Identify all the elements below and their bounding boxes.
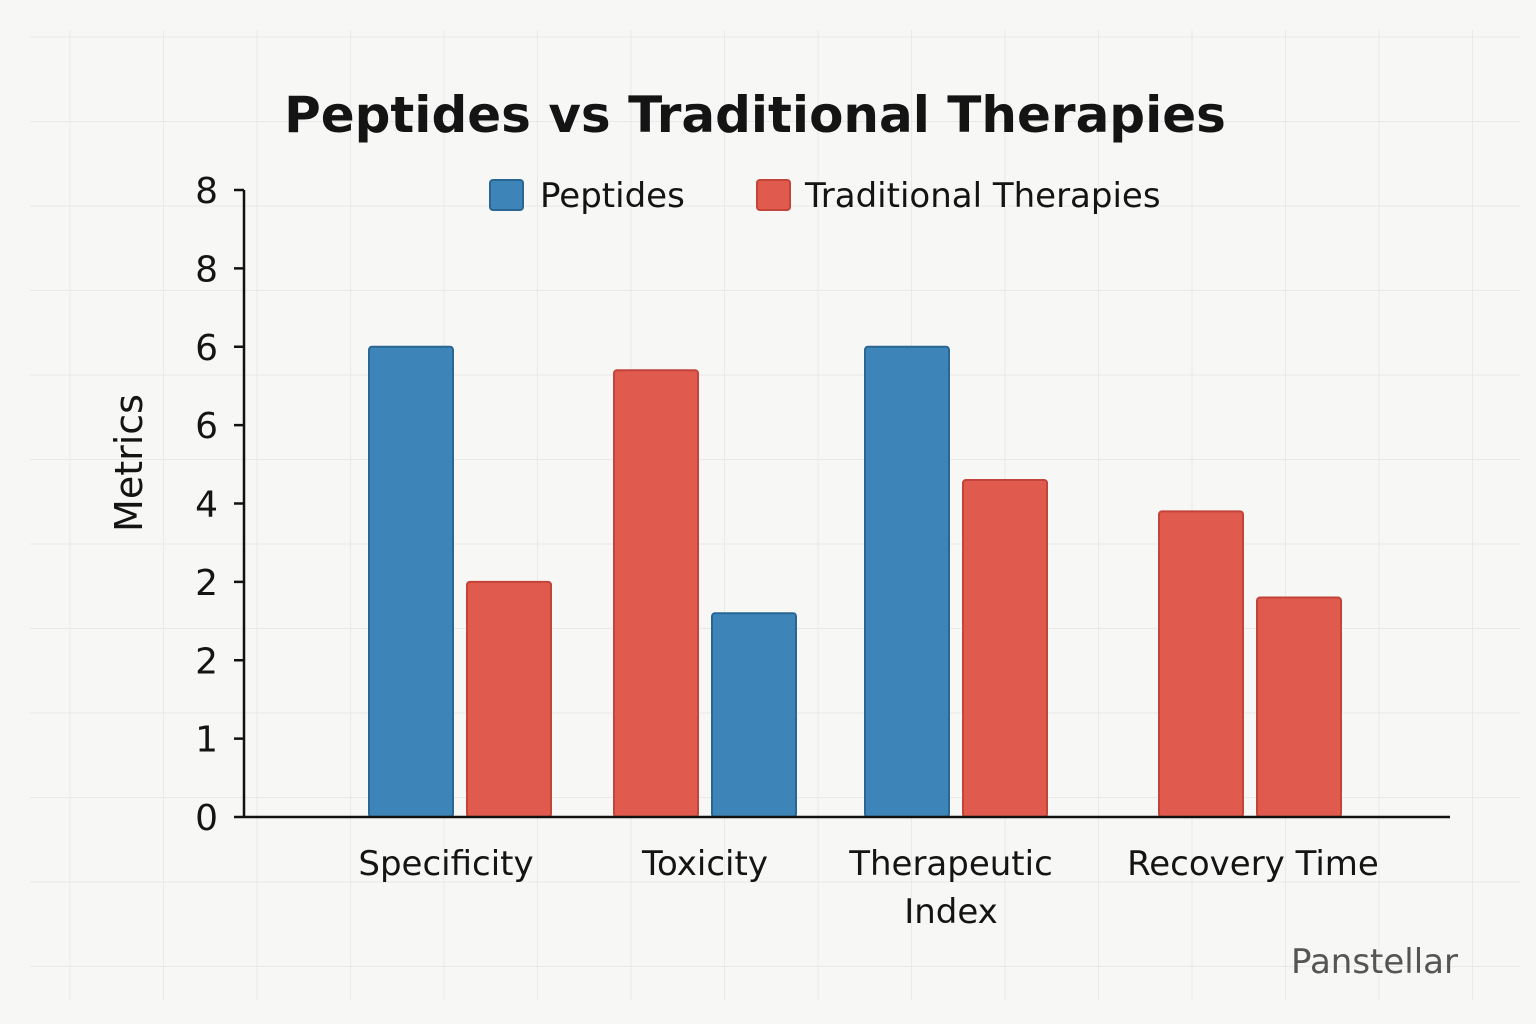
x-axis-ticks: Specificity Toxicity Therapeutic Index Recov… <box>358 844 1378 932</box>
chart-title: Peptides vs Traditional Therapies <box>284 86 1226 144</box>
bar-therapeutic-index-peptides <box>864 345 950 818</box>
bar-toxicity-peptides <box>711 612 797 818</box>
y-axis-label: Metrics <box>107 394 151 532</box>
x-tick-label-therapeutic-index: Therapeutic Index <box>848 844 1053 932</box>
legend: Peptides Traditional Therapies <box>489 176 1161 216</box>
y-tick-label: 6 <box>195 328 218 369</box>
y-tick-label: 0 <box>195 798 218 839</box>
legend-label-peptides: Peptides <box>540 176 685 216</box>
y-tick-label: 2 <box>195 641 218 682</box>
x-tick-label-specificity: Specificity <box>358 844 533 884</box>
bar-recovery-time-traditional-therapies <box>1158 510 1244 818</box>
y-axis-ticks: 0 1 2 2 4 6 6 8 8 <box>195 171 244 839</box>
y-tick-label: 1 <box>195 720 218 761</box>
bar-toxicity-traditional-therapies <box>613 369 699 818</box>
y-tick-label: 2 <box>195 563 218 604</box>
legend-label-traditional-therapies: Traditional Therapies <box>804 176 1161 216</box>
y-tick-label: 4 <box>195 485 218 526</box>
bar-therapeutic-index-traditional-therapies <box>962 478 1048 818</box>
y-tick-label: 8 <box>195 171 218 212</box>
x-tick-label-toxicity: Toxicity <box>641 844 768 884</box>
bar-recovery-time-traditional-therapies <box>1256 596 1342 818</box>
y-tick-label: 8 <box>195 249 218 290</box>
watermark: Panstellar <box>1291 942 1458 982</box>
bar-specificity-peptides <box>368 345 454 818</box>
y-tick-label: 6 <box>195 406 218 447</box>
bars <box>368 345 1342 818</box>
legend-swatch-traditional-therapies <box>756 179 791 211</box>
bar-specificity-traditional-therapies <box>466 580 552 818</box>
x-tick-label-recovery-time: Recovery Time <box>1127 844 1379 884</box>
legend-swatch-peptides <box>489 179 524 211</box>
